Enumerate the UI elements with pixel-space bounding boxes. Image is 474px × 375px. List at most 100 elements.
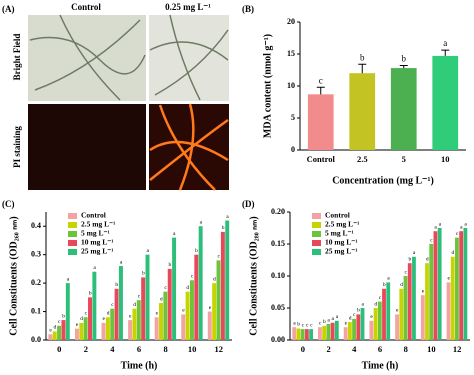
row-label: PI staining [12, 126, 22, 168]
bar [101, 322, 106, 340]
panel-label: (D) [242, 199, 255, 209]
significance-letter: d [213, 276, 216, 282]
y-axis-title: Cell Constituents (OD₂₆₀ ₙₘ) [8, 216, 19, 335]
legend-label: 25 mg L⁻¹ [81, 247, 113, 256]
bar [141, 277, 146, 340]
bar [330, 322, 335, 340]
bar [349, 73, 376, 150]
legend-swatch [68, 222, 77, 228]
legend-label: 10 mg L⁻¹ [81, 238, 113, 247]
x-tick-label: 0 [301, 344, 305, 354]
significance-letter: a [173, 231, 176, 237]
bar [207, 311, 212, 340]
bar [300, 329, 305, 340]
significance-letter: e [49, 328, 52, 334]
panel-label: (B) [242, 4, 254, 14]
significance-letter: c [191, 274, 194, 280]
legend-label: 5 mg L⁻¹ [81, 229, 110, 238]
x-tick-label: 2.5 [357, 154, 368, 164]
micrograph [149, 15, 229, 101]
error-bar [399, 65, 408, 69]
x-tick-label: 8 [163, 344, 167, 354]
significance-letter: e [129, 313, 132, 319]
bar [347, 322, 352, 340]
y-tick-label: 0.3 [31, 249, 41, 258]
significance-letter: b [409, 256, 412, 262]
significance-letter: e [345, 320, 348, 326]
bar [220, 231, 225, 340]
legend-swatch [68, 249, 77, 255]
bar [145, 254, 150, 340]
significance-letter: c [217, 254, 220, 260]
x-tick-label: 12 [453, 344, 462, 354]
bar [412, 256, 416, 340]
y-tick-label: 0.2 [31, 278, 41, 287]
bar [407, 263, 412, 340]
significance-letter: a [293, 320, 296, 326]
y-tick-label: 0.00 [271, 335, 285, 344]
significance-letter: a [120, 259, 123, 265]
significance-letter: a [439, 221, 442, 227]
significance-letter: e [182, 308, 185, 314]
bar [57, 325, 62, 340]
y-tick-label: 0.05 [271, 303, 285, 312]
significance-letter: d [160, 296, 163, 302]
y-axis-title: MDA content (nmol g⁻¹) [262, 34, 273, 138]
bar [172, 237, 177, 340]
legend-label: 10 mg L⁻¹ [325, 238, 357, 247]
significance-letter: b [115, 282, 118, 288]
x-tick-label: 10 [188, 344, 197, 354]
significance-letter: d [374, 301, 377, 307]
significance-letter: d [80, 316, 83, 322]
stained-hyphae [149, 103, 229, 191]
significance-letter: b [169, 262, 172, 268]
bar [309, 329, 313, 340]
bar [446, 282, 451, 340]
significance-letter: e [209, 305, 212, 311]
significance-letter: b [402, 54, 407, 64]
bar [118, 266, 123, 340]
hyphae [29, 14, 229, 101]
legend-label: 25 mg L⁻¹ [325, 247, 357, 256]
row-label: Bright Field [12, 34, 22, 81]
significance-letter: a [67, 276, 70, 282]
significance-letter: a [434, 224, 437, 230]
significance-letter: c [404, 269, 407, 275]
significance-letter: b [357, 308, 360, 314]
bar [326, 324, 331, 340]
significance-letter: a [464, 221, 467, 227]
bar [433, 231, 438, 340]
x-tick-label: 4 [352, 344, 357, 354]
significance-letter: c [379, 295, 382, 301]
y-tick-label: 0.10 [271, 271, 285, 280]
bar [343, 327, 348, 340]
y-tick-label: 0.4 [31, 221, 41, 230]
y-tick-label: 20 [287, 17, 295, 26]
significance-letter: a [460, 224, 463, 230]
significance-letter: e [370, 314, 373, 320]
significance-letter: d [186, 285, 189, 291]
y-tick-label: 10 [287, 81, 295, 90]
bar [377, 301, 382, 340]
bar [48, 334, 53, 340]
significance-letter: d [107, 311, 110, 317]
bar [110, 308, 115, 340]
x-tick-label: 4 [110, 344, 115, 354]
bar [403, 276, 408, 340]
bar [292, 327, 297, 340]
column-label: 0.25 mg L⁻¹ [165, 2, 211, 12]
bar [136, 300, 141, 340]
significance-letter: c [319, 75, 323, 85]
legend-swatch [312, 249, 321, 255]
bar [212, 283, 217, 340]
bar [88, 297, 92, 340]
bar [198, 226, 203, 340]
panel-label: (C) [2, 199, 15, 209]
legend-swatch [312, 231, 321, 237]
micrograph [28, 15, 146, 101]
significance-letter: c [430, 237, 433, 243]
x-tick-label: 12 [214, 344, 223, 354]
x-axis-title: Time (h) [121, 360, 158, 371]
bar [185, 291, 190, 340]
bar [360, 308, 365, 340]
